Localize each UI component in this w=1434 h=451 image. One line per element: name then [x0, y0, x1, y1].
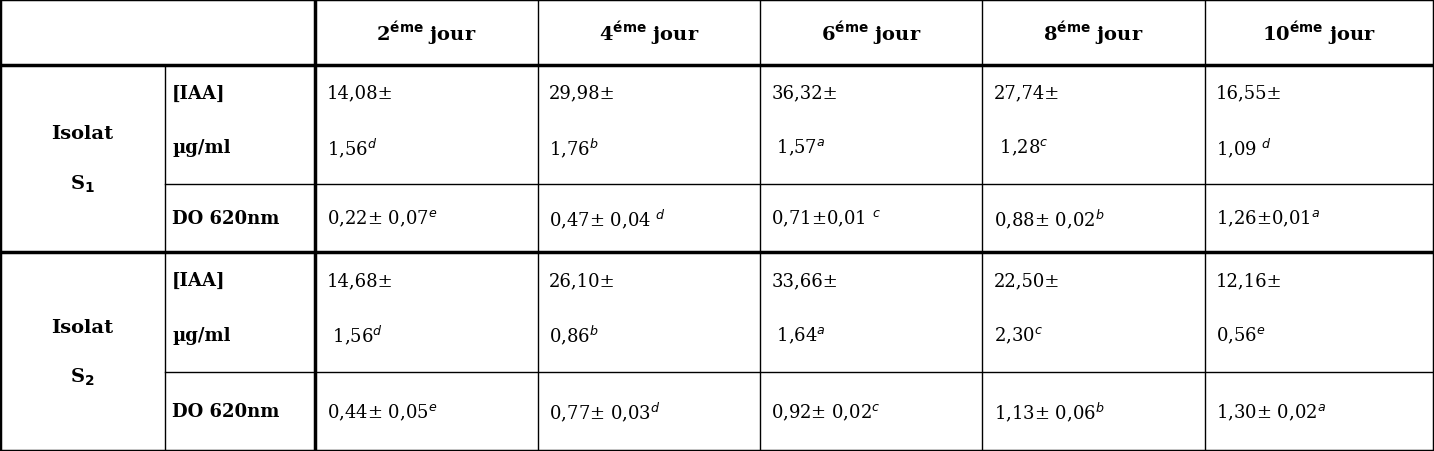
Text: 26,10±: 26,10±	[549, 272, 615, 290]
Text: 1,64$^{a}$: 1,64$^{a}$	[771, 325, 826, 345]
Text: DO 620nm: DO 620nm	[172, 210, 280, 228]
Text: 10$^{\mathbf{éme}}$ jour: 10$^{\mathbf{éme}}$ jour	[1262, 19, 1377, 46]
Text: 0,22± 0,07$^{e}$: 0,22± 0,07$^{e}$	[327, 209, 437, 229]
Text: 1,09 $^{d}$: 1,09 $^{d}$	[1216, 136, 1272, 159]
Text: S$_{\mathbf{1}}$: S$_{\mathbf{1}}$	[70, 173, 95, 194]
Text: 33,66±: 33,66±	[771, 272, 839, 290]
Text: Isolat: Isolat	[52, 125, 113, 143]
Text: 1,57$^{a}$: 1,57$^{a}$	[771, 138, 826, 158]
Text: 0,88± 0,02$^{b}$: 0,88± 0,02$^{b}$	[994, 207, 1104, 230]
Text: 29,98±: 29,98±	[549, 85, 615, 102]
Text: 2$^{\mathbf{éme}}$ jour: 2$^{\mathbf{éme}}$ jour	[376, 19, 478, 46]
Text: 22,50±: 22,50±	[994, 272, 1060, 290]
Text: 0,86$^{b}$: 0,86$^{b}$	[549, 323, 599, 346]
Text: 14,68±: 14,68±	[327, 272, 393, 290]
Text: [IAA]: [IAA]	[172, 272, 225, 290]
Text: 0,44± 0,05$^{e}$: 0,44± 0,05$^{e}$	[327, 401, 437, 422]
Text: 0,92± 0,02$^{c}$: 0,92± 0,02$^{c}$	[771, 401, 880, 422]
Text: 1,28$^{c}$: 1,28$^{c}$	[994, 138, 1048, 158]
Text: 1,56$^{d}$: 1,56$^{d}$	[327, 323, 383, 346]
Text: S$_{\mathbf{2}}$: S$_{\mathbf{2}}$	[70, 366, 95, 387]
Text: 16,55±: 16,55±	[1216, 85, 1282, 102]
Text: 1,30± 0,02$^{a}$: 1,30± 0,02$^{a}$	[1216, 401, 1326, 422]
Text: 0,56$^{e}$: 0,56$^{e}$	[1216, 325, 1265, 345]
Text: 12,16±: 12,16±	[1216, 272, 1282, 290]
Text: 6$^{\mathbf{éme}}$ jour: 6$^{\mathbf{éme}}$ jour	[820, 19, 922, 46]
Text: 27,74±: 27,74±	[994, 85, 1060, 102]
Text: Isolat: Isolat	[52, 318, 113, 336]
Text: 4$^{\mathbf{éme}}$ jour: 4$^{\mathbf{éme}}$ jour	[598, 19, 700, 46]
Text: 0,71±0,01 $^{c}$: 0,71±0,01 $^{c}$	[771, 209, 882, 229]
Text: 2,30$^{c}$: 2,30$^{c}$	[994, 325, 1043, 345]
Text: DO 620nm: DO 620nm	[172, 403, 280, 420]
Text: 0,77± 0,03$^{d}$: 0,77± 0,03$^{d}$	[549, 400, 661, 423]
Text: 1,13± 0,06$^{b}$: 1,13± 0,06$^{b}$	[994, 400, 1104, 423]
Text: 1,56$^{d}$: 1,56$^{d}$	[327, 136, 377, 159]
Text: 8$^{\mathbf{éme}}$ jour: 8$^{\mathbf{éme}}$ jour	[1043, 19, 1144, 46]
Text: 1,76$^{b}$: 1,76$^{b}$	[549, 136, 599, 159]
Text: 1,26±0,01$^{a}$: 1,26±0,01$^{a}$	[1216, 209, 1321, 229]
Text: µg/ml: µg/ml	[172, 139, 231, 156]
Text: 14,08±: 14,08±	[327, 85, 393, 102]
Text: µg/ml: µg/ml	[172, 326, 231, 344]
Text: [IAA]: [IAA]	[172, 85, 225, 102]
Text: 0,47± 0,04 $^{d}$: 0,47± 0,04 $^{d}$	[549, 207, 667, 230]
Text: 36,32±: 36,32±	[771, 85, 837, 102]
